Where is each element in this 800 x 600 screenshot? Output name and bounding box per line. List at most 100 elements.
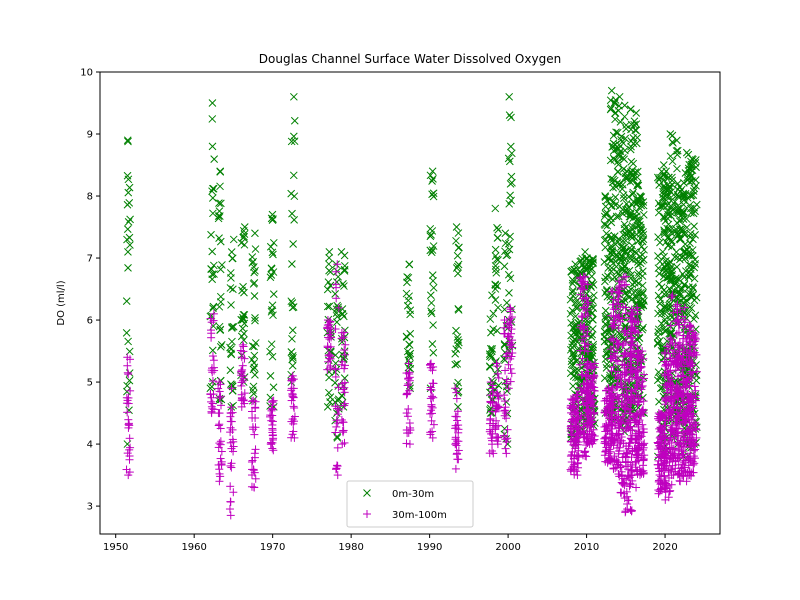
data-point-x [507,149,516,158]
data-point-x [429,192,438,201]
data-point-x [502,398,511,406]
data-point-x [426,232,435,241]
data-point-x [659,161,668,169]
y-tick-label: 3 [87,502,93,513]
data-point-x [627,232,636,241]
data-point-x [487,328,495,337]
data-point-x [601,277,609,286]
data-point-x [611,96,620,104]
data-point-x [612,212,621,221]
data-point-x [690,222,698,231]
data-point-x [631,126,640,134]
y-tick-label: 4 [87,440,93,451]
data-point-x [611,193,620,202]
data-point-x [607,214,615,223]
data-point-x [568,288,577,296]
data-point-x [569,324,577,332]
data-point-plus [214,409,223,418]
data-point-x [454,260,463,269]
data-point-plus [227,417,236,426]
data-point-x [612,128,620,137]
data-point-x [427,309,436,318]
data-point-x [240,232,248,241]
data-point-x [571,312,580,321]
x-tick-label: 1970 [260,542,285,553]
data-point-x [269,238,278,247]
data-point-x [614,106,623,115]
data-point-x [251,371,259,379]
data-point-x [123,381,132,390]
data-point-x [614,238,622,246]
data-point-plus [627,507,636,516]
data-point-x [250,279,259,287]
data-point-x [615,92,624,101]
data-point-x [568,343,576,352]
data-marks [122,86,701,520]
y-axis-ticks: 3 4 5 6 7 8 9 10 [80,68,100,513]
data-point-x [632,139,641,148]
data-point-x [229,401,237,410]
data-point-x [633,173,642,182]
data-point-x [601,235,610,244]
data-point-x [288,326,297,335]
x-tick-label: 1950 [103,542,128,553]
data-point-x [209,261,218,270]
data-point-x [586,281,595,290]
y-tick-label: 10 [80,68,93,79]
data-point-x [339,354,348,363]
data-point-x [600,332,609,341]
data-point-x [630,117,639,126]
data-point-x [426,224,435,233]
data-point-x [614,151,623,160]
data-point-plus [237,378,246,387]
data-point-plus [289,402,298,411]
data-point-x [454,336,462,344]
data-point-x [325,302,334,311]
data-point-x [208,99,217,107]
data-point-plus [239,395,248,404]
data-point-x [267,340,276,349]
data-point-x [628,234,636,242]
data-point-x [123,136,132,145]
data-point-x [505,245,514,254]
data-point-x [405,260,414,269]
data-point-x [627,169,635,177]
data-point-x [609,197,618,206]
data-point-plus [247,482,256,491]
data-point-plus [333,471,342,480]
data-point-plus [125,455,134,464]
data-point-x [454,306,463,314]
data-point-x [601,312,610,321]
data-point-x [489,309,498,318]
data-point-x [504,154,513,163]
chart-title: Douglas Channel Surface Water Dissolved … [259,52,561,66]
data-point-plus [405,373,414,382]
data-point-plus [623,472,632,481]
data-point-x [237,238,246,247]
data-point-plus [404,405,413,414]
data-point-x [607,202,616,211]
data-point-x [125,376,134,385]
data-point-x [249,365,258,374]
data-point-x [567,268,576,276]
data-point-x [337,391,346,400]
data-point-plus [405,440,414,449]
data-point-x [269,383,278,392]
data-point-x [426,171,435,180]
data-point-x [126,215,134,224]
data-point-x [629,188,637,197]
data-point-x [507,172,516,181]
data-point-x [216,167,225,176]
data-point-plus [216,454,225,463]
data-point-x [290,137,299,146]
data-point-x [251,316,259,325]
data-point-plus [238,361,247,370]
data-point-x [586,260,594,269]
data-point-x [227,301,235,309]
data-point-x [654,252,662,260]
data-point-x [452,236,460,245]
data-point-x [500,262,509,271]
data-point-x [620,243,629,252]
data-point-x [454,244,463,252]
x-tick-label: 2000 [495,542,520,553]
